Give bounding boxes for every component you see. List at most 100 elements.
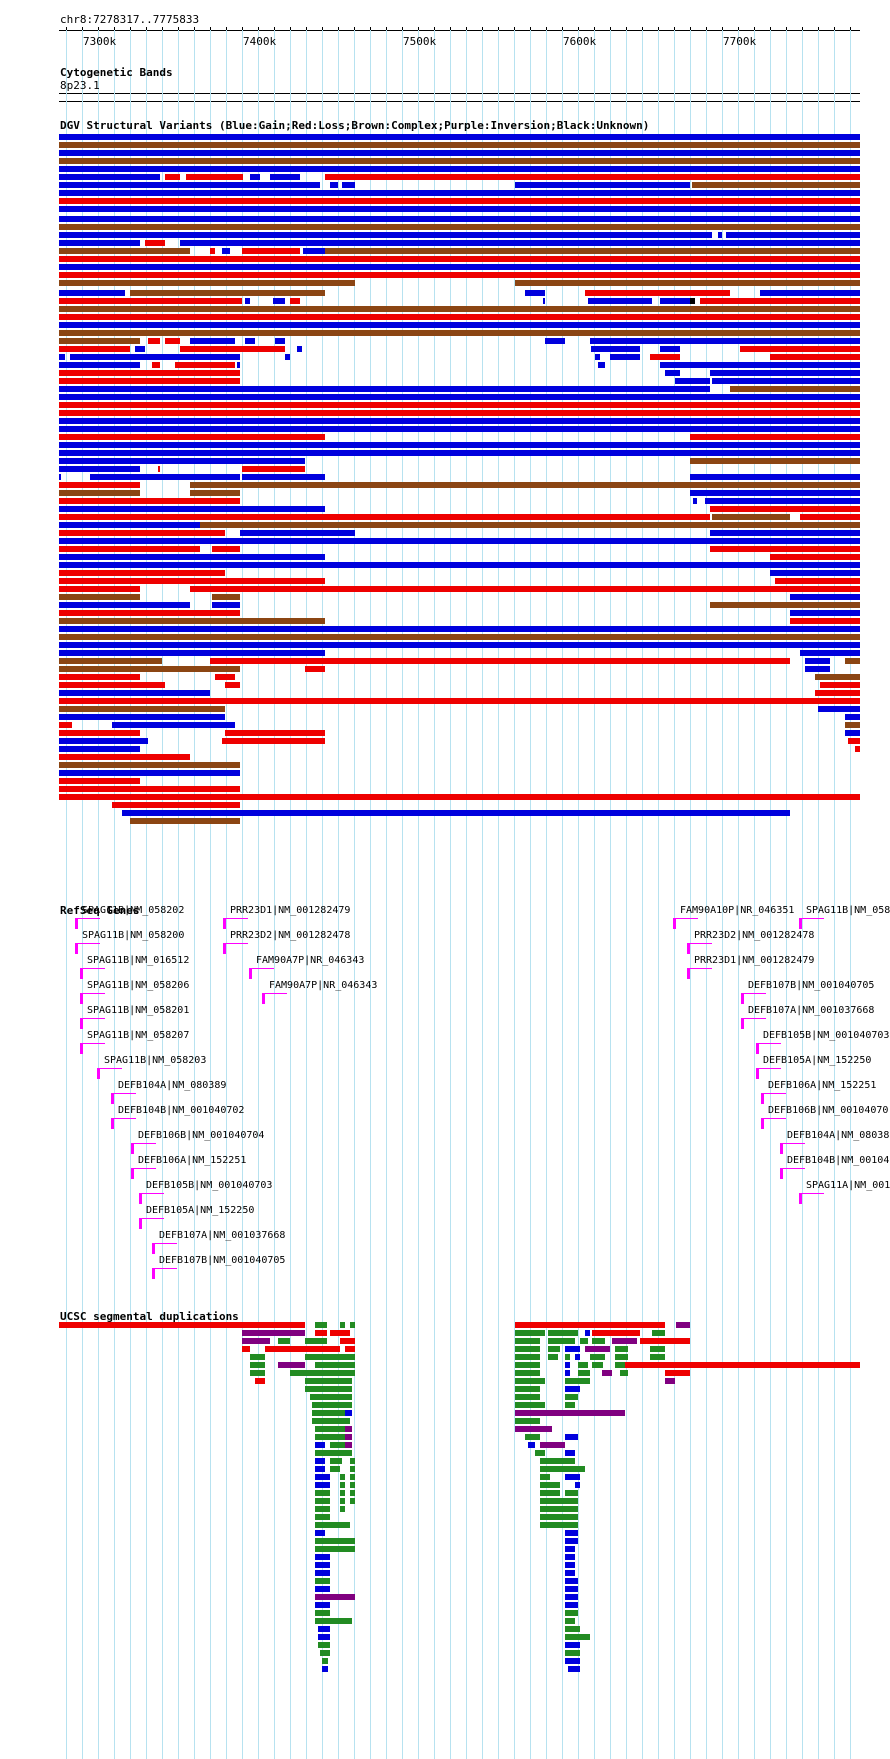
dgv-variant[interactable]: [59, 626, 860, 632]
gene-label[interactable]: FAM90A7P|NR_046343: [256, 955, 365, 966]
dgv-variant[interactable]: [59, 658, 162, 664]
segdup-feature[interactable]: [315, 1362, 355, 1368]
segdup-feature[interactable]: [312, 1418, 350, 1424]
gene-glyph[interactable]: [131, 1168, 156, 1179]
dgv-variant[interactable]: [245, 298, 250, 304]
gene-label[interactable]: SPAG11A|NM_001: [806, 1180, 890, 1191]
segdup-feature[interactable]: [515, 1330, 545, 1336]
segdup-feature[interactable]: [330, 1458, 342, 1464]
dgv-variant[interactable]: [848, 738, 860, 744]
dgv-variant[interactable]: [148, 338, 160, 344]
dgv-variant[interactable]: [590, 338, 860, 344]
segdup-feature[interactable]: [540, 1514, 578, 1520]
dgv-variant[interactable]: [710, 546, 860, 552]
dgv-variant[interactable]: [59, 174, 160, 180]
dgv-variant[interactable]: [225, 682, 240, 688]
segdup-feature[interactable]: [340, 1474, 345, 1480]
gene-label[interactable]: SPAG11B|NM_058200: [82, 930, 185, 941]
segdup-feature[interactable]: [315, 1546, 355, 1552]
segdup-feature[interactable]: [350, 1498, 355, 1504]
gene-label[interactable]: SPAG11B|NM_016512: [87, 955, 190, 966]
dgv-variant[interactable]: [712, 378, 860, 384]
gene-label[interactable]: DEFB104B|NM_00104: [787, 1155, 890, 1166]
dgv-variant[interactable]: [237, 362, 240, 368]
dgv-variant[interactable]: [212, 546, 240, 552]
dgv-variant[interactable]: [275, 338, 285, 344]
dgv-variant[interactable]: [59, 442, 860, 448]
dgv-variant[interactable]: [59, 354, 65, 360]
segdup-feature[interactable]: [540, 1442, 565, 1448]
dgv-variant[interactable]: [710, 506, 860, 512]
dgv-variant[interactable]: [59, 450, 860, 456]
segdup-feature[interactable]: [315, 1450, 352, 1456]
segdup-feature[interactable]: [540, 1474, 550, 1480]
segdup-feature[interactable]: [580, 1338, 588, 1344]
dgv-variant[interactable]: [59, 330, 860, 336]
dgv-variant[interactable]: [190, 586, 860, 592]
segdup-feature[interactable]: [320, 1650, 330, 1656]
segdup-feature[interactable]: [612, 1338, 637, 1344]
dgv-variant[interactable]: [59, 198, 860, 204]
dgv-variant[interactable]: [112, 722, 235, 728]
segdup-feature[interactable]: [515, 1402, 545, 1408]
dgv-variant[interactable]: [59, 386, 710, 392]
dgv-variant[interactable]: [59, 240, 140, 246]
segdup-feature[interactable]: [315, 1522, 350, 1528]
dgv-variant[interactable]: [690, 434, 860, 440]
dgv-variant[interactable]: [690, 298, 695, 304]
dgv-variant[interactable]: [190, 338, 235, 344]
dgv-variant[interactable]: [59, 690, 210, 696]
gene-label[interactable]: DEFB105A|NM_152250: [763, 1055, 872, 1066]
segdup-feature[interactable]: [565, 1450, 575, 1456]
dgv-variant[interactable]: [59, 434, 325, 440]
segdup-feature[interactable]: [330, 1442, 345, 1448]
dgv-variant[interactable]: [805, 658, 830, 664]
dgv-variant[interactable]: [59, 248, 190, 254]
segdup-feature[interactable]: [312, 1402, 352, 1408]
segdup-feature[interactable]: [350, 1474, 355, 1480]
dgv-variant[interactable]: [845, 722, 860, 728]
dgv-variant[interactable]: [242, 248, 300, 254]
gene-glyph[interactable]: [80, 1043, 105, 1054]
dgv-variant[interactable]: [342, 182, 355, 188]
dgv-variant[interactable]: [59, 142, 860, 148]
dgv-variant[interactable]: [180, 346, 285, 352]
segdup-feature[interactable]: [250, 1354, 265, 1360]
segdup-feature[interactable]: [340, 1322, 345, 1328]
segdup-feature[interactable]: [515, 1386, 540, 1392]
segdup-feature[interactable]: [565, 1626, 580, 1632]
segdup-feature[interactable]: [540, 1522, 578, 1528]
gene-label[interactable]: DEFB104A|NM_08038: [787, 1130, 890, 1141]
dgv-variant[interactable]: [59, 642, 860, 648]
dgv-variant[interactable]: [212, 594, 240, 600]
segdup-feature[interactable]: [242, 1330, 305, 1336]
segdup-feature[interactable]: [565, 1578, 578, 1584]
segdup-feature[interactable]: [540, 1482, 560, 1488]
dgv-variant[interactable]: [122, 810, 790, 816]
dgv-variant[interactable]: [215, 674, 235, 680]
dgv-variant[interactable]: [59, 674, 140, 680]
segdup-feature[interactable]: [278, 1362, 305, 1368]
segdup-feature[interactable]: [565, 1586, 578, 1592]
segdup-feature[interactable]: [265, 1346, 340, 1352]
dgv-variant[interactable]: [325, 174, 860, 180]
dgv-variant[interactable]: [59, 134, 860, 140]
dgv-variant[interactable]: [145, 240, 165, 246]
segdup-feature[interactable]: [278, 1338, 290, 1344]
segdup-feature[interactable]: [340, 1338, 355, 1344]
dgv-variant[interactable]: [325, 248, 860, 254]
segdup-feature[interactable]: [515, 1410, 625, 1416]
segdup-feature[interactable]: [340, 1490, 345, 1496]
segdup-feature[interactable]: [565, 1634, 590, 1640]
segdup-feature[interactable]: [315, 1458, 325, 1464]
dgv-variant[interactable]: [710, 530, 860, 536]
dgv-variant[interactable]: [598, 362, 605, 368]
dgv-variant[interactable]: [59, 594, 140, 600]
gene-label[interactable]: DEFB104B|NM_001040702: [118, 1105, 245, 1116]
dgv-variant[interactable]: [855, 746, 860, 752]
segdup-feature[interactable]: [310, 1394, 352, 1400]
dgv-variant[interactable]: [59, 182, 320, 188]
gene-label[interactable]: PRR23D2|NM_001282478: [694, 930, 815, 941]
dgv-variant[interactable]: [700, 298, 860, 304]
segdup-feature[interactable]: [565, 1650, 580, 1656]
